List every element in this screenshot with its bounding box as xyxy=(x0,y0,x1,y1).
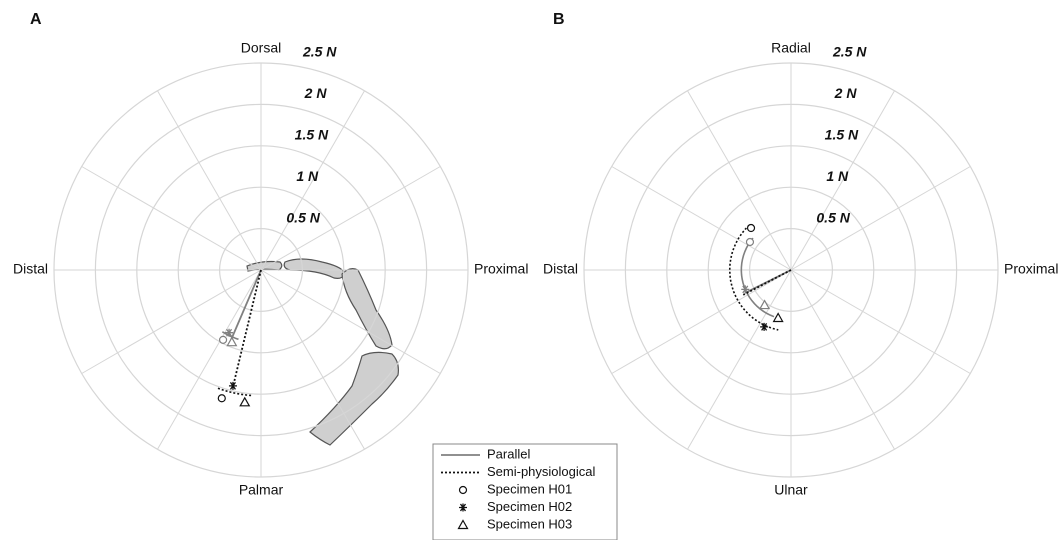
direction-label: Radial xyxy=(771,40,811,56)
marker-triangle xyxy=(240,398,249,406)
page: {"chart_data": [ {"type": "polar", "pane… xyxy=(0,0,1064,540)
legend-label: Specimen H03 xyxy=(487,516,572,531)
marker-circle xyxy=(460,487,467,494)
marker-circle xyxy=(748,225,755,232)
bone xyxy=(284,259,344,278)
spoke-grid-line xyxy=(82,167,261,271)
legend-marker xyxy=(460,487,467,494)
spoke-grid-line xyxy=(688,270,792,449)
r-tick-label: 1 N xyxy=(826,168,849,184)
legend-label: Semi-physiological xyxy=(487,464,595,479)
r-tick-label: 2.5 N xyxy=(832,44,867,60)
spoke-grid-line xyxy=(82,270,261,374)
marker-asterisk xyxy=(229,382,237,390)
direction-label: Palmar xyxy=(239,482,284,498)
mean-vector xyxy=(233,270,261,387)
spoke-grid-line xyxy=(612,270,791,374)
marker-circle xyxy=(746,239,753,246)
r-tick-label: 2 N xyxy=(834,85,858,101)
marker-triangle xyxy=(774,313,783,321)
direction-label: Proximal xyxy=(1004,261,1058,277)
spoke-grid-line xyxy=(158,270,262,449)
direction-label: Ulnar xyxy=(774,482,808,498)
figure: A 0.5 N 1 N 1.5 N 2 N 2.5 N Dorsal Proximal Palm… xyxy=(0,0,1064,540)
r-tick-label: 2 N xyxy=(304,85,328,101)
panel-label: A xyxy=(30,11,42,28)
legend-label: Parallel xyxy=(487,446,530,461)
marker-asterisk xyxy=(760,323,768,331)
r-tick-label: 1.5 N xyxy=(825,127,859,143)
r-tick-label: 0.5 N xyxy=(286,209,320,225)
legend: Parallel Semi-physiological Specimen H01 Sp… xyxy=(433,444,617,540)
r-tick-label: 0.5 N xyxy=(816,209,850,225)
marker-circle xyxy=(220,336,227,343)
r-tick-label: 1.5 N xyxy=(295,127,329,143)
panel-label: B xyxy=(553,11,565,28)
direction-label: Proximal xyxy=(474,261,528,277)
direction-label: Dorsal xyxy=(241,40,281,56)
legend-label: Specimen H02 xyxy=(487,499,572,514)
direction-label: Distal xyxy=(543,261,578,277)
spoke-grid-line xyxy=(158,91,262,270)
spread-arc xyxy=(730,225,779,330)
spoke-grid-line xyxy=(688,91,792,270)
marker-circle xyxy=(218,395,225,402)
r-tick-label: 1 N xyxy=(296,168,319,184)
spoke-grid-line xyxy=(791,270,895,449)
r-tick-label: 2.5 N xyxy=(302,44,337,60)
direction-label: Distal xyxy=(13,261,48,277)
polar-plot: 0.5 N 1 N 1.5 N 2 N 2.5 N Radial Proximal Ulnar… xyxy=(543,40,1058,498)
legend-label: Specimen H01 xyxy=(487,481,572,496)
spoke-grid-line xyxy=(791,270,970,374)
spoke-grid-line xyxy=(612,167,791,271)
